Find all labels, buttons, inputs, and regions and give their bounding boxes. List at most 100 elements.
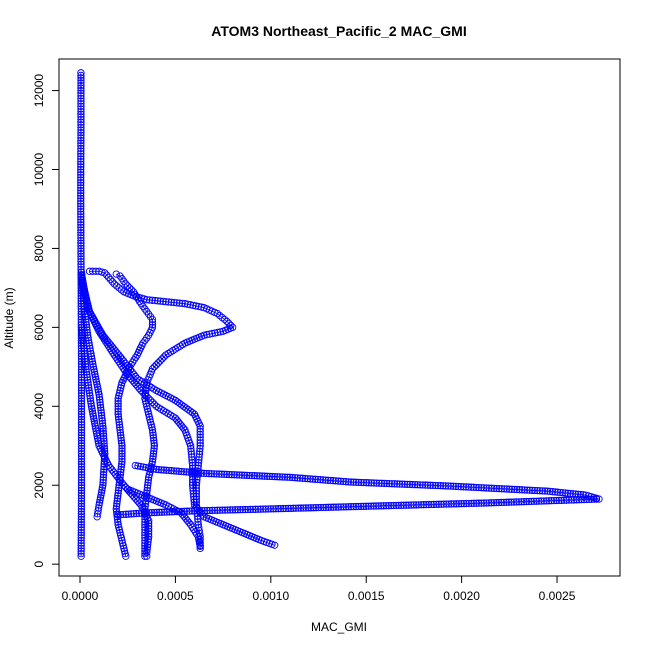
data-point bbox=[81, 289, 89, 297]
data-point bbox=[292, 504, 300, 512]
data-point bbox=[301, 474, 309, 483]
data-point bbox=[147, 464, 155, 473]
data-point bbox=[115, 392, 123, 400]
data-point bbox=[77, 152, 85, 160]
data-point bbox=[180, 507, 189, 515]
data-point bbox=[100, 468, 108, 476]
data-point bbox=[205, 469, 213, 478]
data-point bbox=[89, 360, 97, 368]
data-point bbox=[118, 539, 127, 547]
data-point bbox=[324, 503, 333, 511]
data-point bbox=[77, 489, 86, 497]
data-point bbox=[567, 496, 576, 504]
data-point bbox=[80, 350, 89, 358]
data-point bbox=[540, 497, 548, 505]
data-point bbox=[150, 444, 158, 453]
data-point bbox=[77, 463, 86, 471]
data-point bbox=[177, 467, 186, 476]
data-point bbox=[154, 297, 162, 305]
data-point bbox=[193, 475, 201, 484]
x-tick-label: 0.0015 bbox=[348, 589, 385, 603]
data-point bbox=[77, 518, 85, 526]
data-point bbox=[319, 476, 327, 484]
data-point bbox=[90, 368, 99, 376]
data-point bbox=[212, 470, 221, 478]
data-point bbox=[523, 486, 531, 494]
data-point bbox=[114, 410, 122, 418]
data-point bbox=[77, 447, 86, 455]
data-point bbox=[77, 478, 86, 487]
y-axis-label: Altitude (m) bbox=[2, 287, 16, 348]
data-point bbox=[149, 450, 158, 458]
data-point bbox=[77, 407, 86, 416]
data-point bbox=[194, 518, 202, 526]
data-point bbox=[118, 452, 126, 460]
data-point bbox=[77, 165, 85, 174]
data-point bbox=[243, 471, 251, 480]
data-point bbox=[82, 368, 91, 376]
data-point bbox=[218, 313, 226, 322]
data-point bbox=[77, 439, 86, 447]
data-point bbox=[195, 456, 203, 464]
series-line bbox=[81, 272, 106, 517]
data-point bbox=[143, 402, 151, 410]
data-point bbox=[269, 505, 277, 513]
data-point bbox=[157, 466, 165, 474]
data-point bbox=[77, 186, 85, 195]
data-point bbox=[192, 481, 201, 489]
data-point bbox=[77, 492, 86, 500]
data-point bbox=[143, 296, 151, 304]
data-point bbox=[245, 471, 254, 480]
data-point bbox=[592, 495, 601, 503]
series-line bbox=[81, 327, 150, 557]
data-point bbox=[312, 504, 320, 512]
data-point bbox=[216, 311, 224, 320]
data-point bbox=[92, 375, 100, 384]
data-point bbox=[93, 513, 101, 521]
data-point bbox=[114, 394, 122, 403]
data-point bbox=[141, 528, 149, 537]
data-point bbox=[187, 468, 196, 477]
data-point bbox=[87, 397, 95, 405]
data-point bbox=[370, 479, 378, 487]
data-point bbox=[196, 540, 204, 548]
data-point bbox=[150, 436, 158, 445]
data-point bbox=[79, 334, 87, 342]
data-point bbox=[140, 509, 148, 517]
data-point bbox=[145, 524, 153, 533]
data-point bbox=[155, 508, 163, 516]
data-point bbox=[192, 492, 201, 501]
data-point bbox=[289, 504, 298, 512]
data-point bbox=[94, 439, 103, 447]
data-point bbox=[427, 500, 435, 509]
data-point bbox=[77, 400, 86, 408]
data-point bbox=[113, 497, 121, 505]
data-point bbox=[162, 351, 170, 359]
data-point bbox=[142, 463, 150, 472]
data-point bbox=[77, 207, 85, 216]
data-point bbox=[332, 503, 340, 511]
data-point bbox=[570, 496, 578, 504]
data-point bbox=[165, 466, 173, 475]
data-point bbox=[324, 476, 332, 484]
data-point bbox=[309, 504, 318, 512]
data-point bbox=[149, 428, 157, 437]
data-point bbox=[77, 110, 85, 118]
x-tick-label: 0.0010 bbox=[252, 589, 289, 603]
data-point bbox=[97, 488, 106, 497]
data-point bbox=[342, 478, 350, 486]
data-point bbox=[143, 509, 151, 517]
data-point bbox=[298, 474, 307, 482]
data-point bbox=[546, 487, 554, 496]
data-point bbox=[148, 508, 156, 517]
data-point bbox=[143, 378, 151, 387]
data-point bbox=[263, 472, 271, 480]
data-point bbox=[477, 499, 486, 507]
data-point bbox=[518, 486, 526, 494]
data-point bbox=[291, 474, 299, 482]
data-point bbox=[170, 298, 178, 307]
data-point bbox=[135, 509, 143, 518]
data-point bbox=[401, 480, 409, 488]
